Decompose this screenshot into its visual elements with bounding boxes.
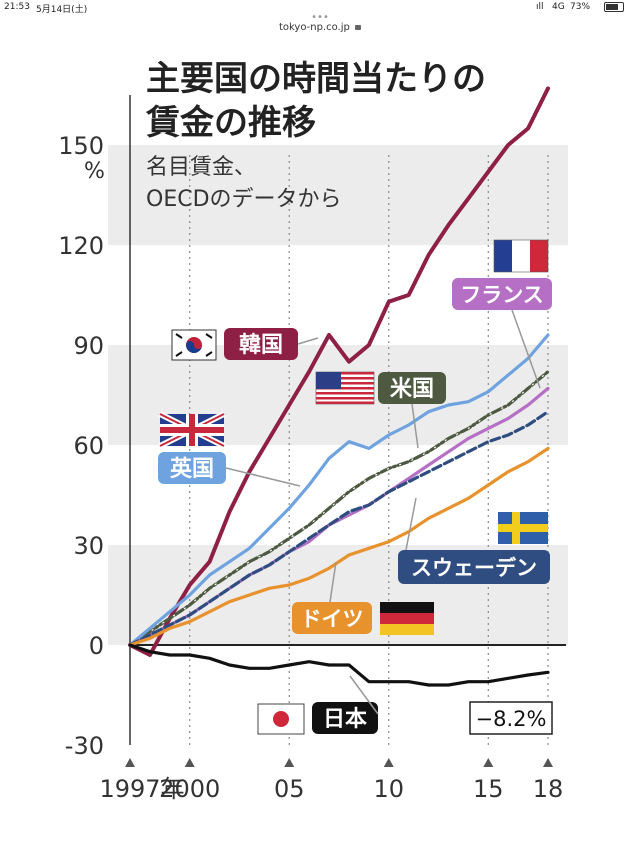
page-url[interactable]: tokyo-np.co.jp [278, 22, 350, 33]
series-line-usa [128, 370, 550, 647]
battery-percent: 73% [570, 2, 591, 12]
y-tick--30: -30 [65, 732, 104, 760]
label-france: フランス [452, 278, 552, 310]
series-line-uk [128, 333, 550, 647]
x-tick-2000: 2000 [159, 775, 220, 803]
label-japan-text: 日本 [323, 707, 367, 732]
label-sweden: スウェーデン [398, 550, 550, 584]
france-flag-icon [493, 239, 549, 273]
x-tick-marker-1997年 [125, 757, 135, 767]
chart-axes [129, 95, 566, 745]
label-korea: 韓国 [224, 328, 298, 360]
chart-subtitle-line2: OECDのデータから [146, 187, 342, 212]
x-tick-marker-10 [383, 757, 394, 767]
label-uk-text: 英国 [170, 457, 214, 482]
series-line-sweden [128, 410, 550, 647]
battery-icon [604, 2, 624, 12]
signal-icon: ıll [536, 2, 544, 12]
lock-icon [355, 24, 362, 30]
label-korea-text: 韓国 [239, 332, 283, 358]
series-line-korea [128, 86, 550, 657]
battery-fill [606, 4, 618, 10]
x-tick-marker-05 [284, 757, 295, 767]
label-usa: 米国 [378, 372, 446, 404]
status-bar: 21:53 5月14日(土) ıll 4G 73% [0, 0, 640, 15]
chart-title-line1: 主要国の時間当たりの [146, 59, 486, 99]
y-tick-90: 90 [73, 332, 104, 360]
y-tick-120: 120 [58, 232, 104, 260]
x-tick-18: 18 [533, 775, 564, 803]
japan-end-value: −8.2% [476, 707, 547, 731]
x-tick-15: 15 [473, 775, 504, 803]
y-axis-unit: % [84, 159, 105, 184]
label-france-text: フランス [460, 283, 544, 307]
uk-flag-icon [158, 411, 226, 449]
series-line-germany [128, 446, 550, 647]
x-tick-marker-2000 [184, 757, 195, 767]
x-tick-10: 10 [373, 775, 404, 803]
korea-flag-icon [171, 329, 217, 361]
network-type: 4G [552, 2, 565, 12]
menu-dots-icon[interactable]: ••• [311, 12, 329, 23]
series-line-japan [128, 643, 550, 687]
x-tick-1997年: 1997年 [99, 775, 184, 803]
germany-flag-icon [380, 602, 434, 635]
y-tick-0: 0 [89, 632, 104, 660]
usa-flag-icon [315, 371, 375, 405]
label-sweden-text: スウェーデン [411, 556, 537, 580]
x-tick-05: 05 [274, 775, 305, 803]
label-uk: 英国 [158, 452, 226, 484]
x-tick-marker-18 [543, 757, 553, 767]
sweden-flag-icon [498, 512, 548, 544]
status-date: 5月14日(土) [36, 5, 88, 15]
y-tick-150: 150 [58, 132, 104, 160]
japan-flag-icon [257, 703, 305, 735]
band-0 [108, 145, 568, 246]
y-tick-30: 30 [73, 532, 104, 560]
label-germany: ドイツ [292, 602, 372, 634]
status-time: 21:53 [4, 2, 30, 12]
chart-title-line2: 賃金の推移 [145, 103, 316, 143]
label-leader-lines [225, 309, 541, 715]
label-usa-text: 米国 [390, 377, 434, 402]
browser-url-bar[interactable]: ••• tokyo-np.co.jp [0, 12, 640, 38]
label-japan: 日本 [312, 702, 378, 734]
x-tick-marker-15 [483, 757, 494, 767]
label-germany-text: ドイツ [301, 607, 364, 631]
japan-end-annotation: −8.2% [469, 701, 553, 735]
chart-series-lines [128, 86, 550, 687]
chart-subtitle-line1: 名目賃金、 [146, 155, 256, 180]
y-tick-60: 60 [73, 432, 104, 460]
